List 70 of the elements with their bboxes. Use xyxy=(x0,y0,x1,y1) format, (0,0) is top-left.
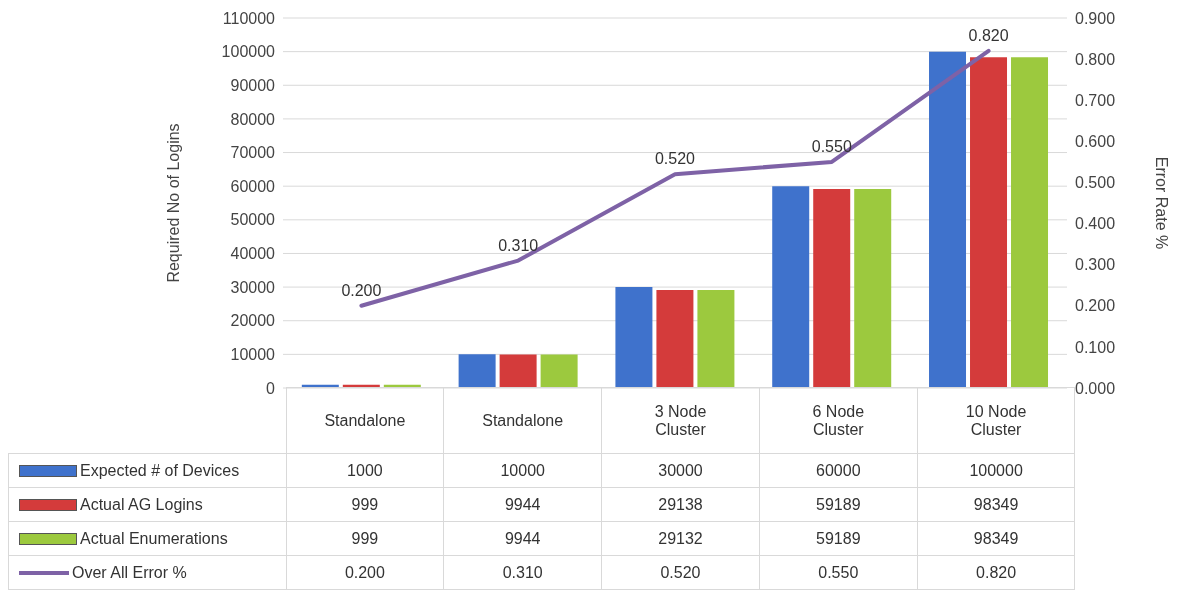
y2-tick-label: 0.800 xyxy=(1075,50,1116,68)
text: 0.520 xyxy=(654,150,696,168)
x-tick-label: 10 Node Cluster xyxy=(964,402,1028,439)
legend-label: Over All Error % xyxy=(8,555,286,590)
legend-label: Expected # of Devices xyxy=(8,453,286,488)
bar xyxy=(458,354,496,388)
y2-tick-label: 0.300 xyxy=(1075,256,1116,274)
data-label: 0.550 xyxy=(759,555,918,590)
legend-label: Actual Enumerations xyxy=(8,521,286,556)
text: 0.200 xyxy=(341,281,382,299)
text: 0.310 xyxy=(498,236,539,254)
x-tick-label: 3 Node Cluster xyxy=(653,402,708,439)
bar xyxy=(929,51,967,388)
data-label: 0.520 xyxy=(601,555,760,590)
y-tick-label: 60000 xyxy=(230,177,276,195)
y2-tick-label: 0.600 xyxy=(1075,133,1116,151)
bar xyxy=(697,290,735,388)
data-label: 30000 xyxy=(601,453,760,488)
y-tick-label: 30000 xyxy=(230,278,276,296)
y-tick-label: 20000 xyxy=(230,312,276,330)
y-tick-label: 50000 xyxy=(230,211,276,229)
y2-tick-label: 0.700 xyxy=(1075,91,1116,109)
y2-tick-label: 0.500 xyxy=(1075,174,1116,192)
data-label: 10000 xyxy=(443,453,602,488)
y2-tick-label: 0.100 xyxy=(1075,338,1116,356)
bar xyxy=(772,186,810,388)
data-label: 59189 xyxy=(759,521,918,556)
y-tick-label: 10000 xyxy=(230,346,276,364)
data-label: 1000 xyxy=(286,453,444,488)
text: 0.820 xyxy=(968,26,1009,44)
bar xyxy=(540,354,578,388)
bar xyxy=(1011,57,1049,388)
y-tick-label: 80000 xyxy=(230,110,276,128)
data-label: 98349 xyxy=(917,487,1075,522)
y-tick-label: 100000 xyxy=(221,43,276,61)
y2-tick-label: 0.400 xyxy=(1075,215,1116,233)
data-label: 59189 xyxy=(759,487,918,522)
data-label: 9944 xyxy=(443,521,602,556)
y-tick-label: 90000 xyxy=(230,76,276,94)
x-tick-label: Standalone xyxy=(323,411,407,430)
x-tick-label: Standalone xyxy=(481,411,565,430)
data-label: 98349 xyxy=(917,521,1075,556)
data-label: 999 xyxy=(286,521,444,556)
bar xyxy=(656,289,694,388)
bar xyxy=(499,354,537,388)
bar xyxy=(970,57,1008,388)
legend-label: Actual AG Logins xyxy=(8,487,286,522)
data-label: 9944 xyxy=(443,487,602,522)
y-tick-label: 110000 xyxy=(222,9,276,27)
data-label: 29138 xyxy=(601,487,760,522)
data-label: 60000 xyxy=(759,453,918,488)
y2-tick-label: 0.900 xyxy=(1075,9,1116,27)
x-tick-label: 6 Node Cluster xyxy=(811,402,866,439)
y-axis-title: Required No of Logins xyxy=(164,123,182,283)
data-label: 0.200 xyxy=(286,555,444,590)
y-tick-label: 40000 xyxy=(230,245,276,263)
bar xyxy=(813,188,851,388)
data-label: 999 xyxy=(286,487,444,522)
bar xyxy=(854,188,892,388)
y-tick-label: 70000 xyxy=(230,144,276,162)
data-label: 29132 xyxy=(601,521,760,556)
y-tick-label: 0 xyxy=(266,379,276,397)
bar xyxy=(615,287,653,388)
y2-tick-label: 0.200 xyxy=(1075,297,1116,315)
data-label: 0.820 xyxy=(917,555,1075,590)
text: 0.550 xyxy=(811,137,852,155)
y2-tick-label: 0.000 xyxy=(1075,379,1116,397)
data-label: 0.310 xyxy=(443,555,602,590)
data-label: 100000 xyxy=(917,453,1075,488)
y2-axis-title: Error Rate % xyxy=(1153,156,1171,250)
